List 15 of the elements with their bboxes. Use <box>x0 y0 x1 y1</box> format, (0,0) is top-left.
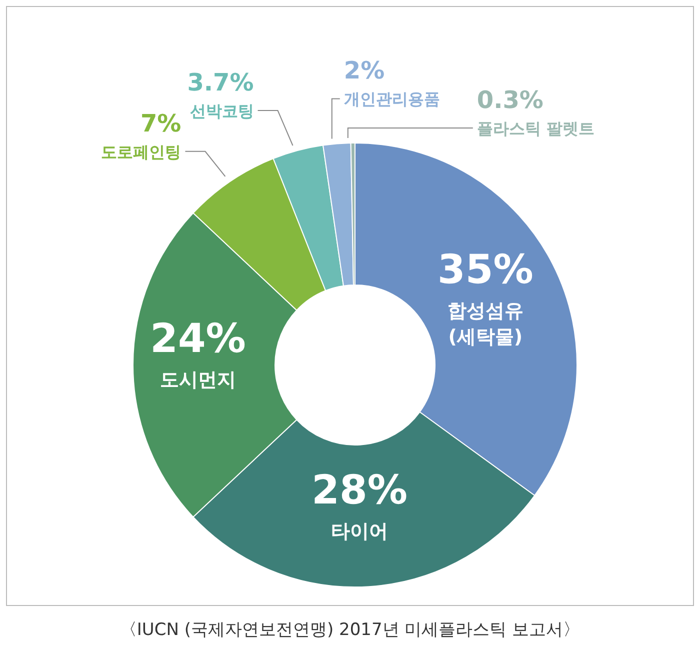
data-label: 7% <box>140 109 182 138</box>
data-label: 24% <box>150 316 246 362</box>
slice-label: 도로페인팅 <box>101 142 182 162</box>
slice-label: 개인관리용품 <box>344 90 440 109</box>
text: 〈IUCN (국제자연보전연맹) 2017년 미세플라스틱 보고서〉 <box>118 619 582 641</box>
data-label: 35% <box>438 246 534 293</box>
data-label: 28% <box>312 468 408 514</box>
data-label: 2% <box>344 56 385 85</box>
slice-label: 선박코팅 <box>190 102 254 121</box>
data-label: 3.7% <box>187 68 254 97</box>
slice-label: 타이어 <box>331 520 388 543</box>
slice-label: 플라스틱 팔렛트 <box>476 119 594 138</box>
slice-label: 도시먼지 <box>160 369 236 391</box>
slice-label: 합성섬유 (세탁물) <box>447 300 524 348</box>
data-label: 0.3% <box>476 86 544 114</box>
